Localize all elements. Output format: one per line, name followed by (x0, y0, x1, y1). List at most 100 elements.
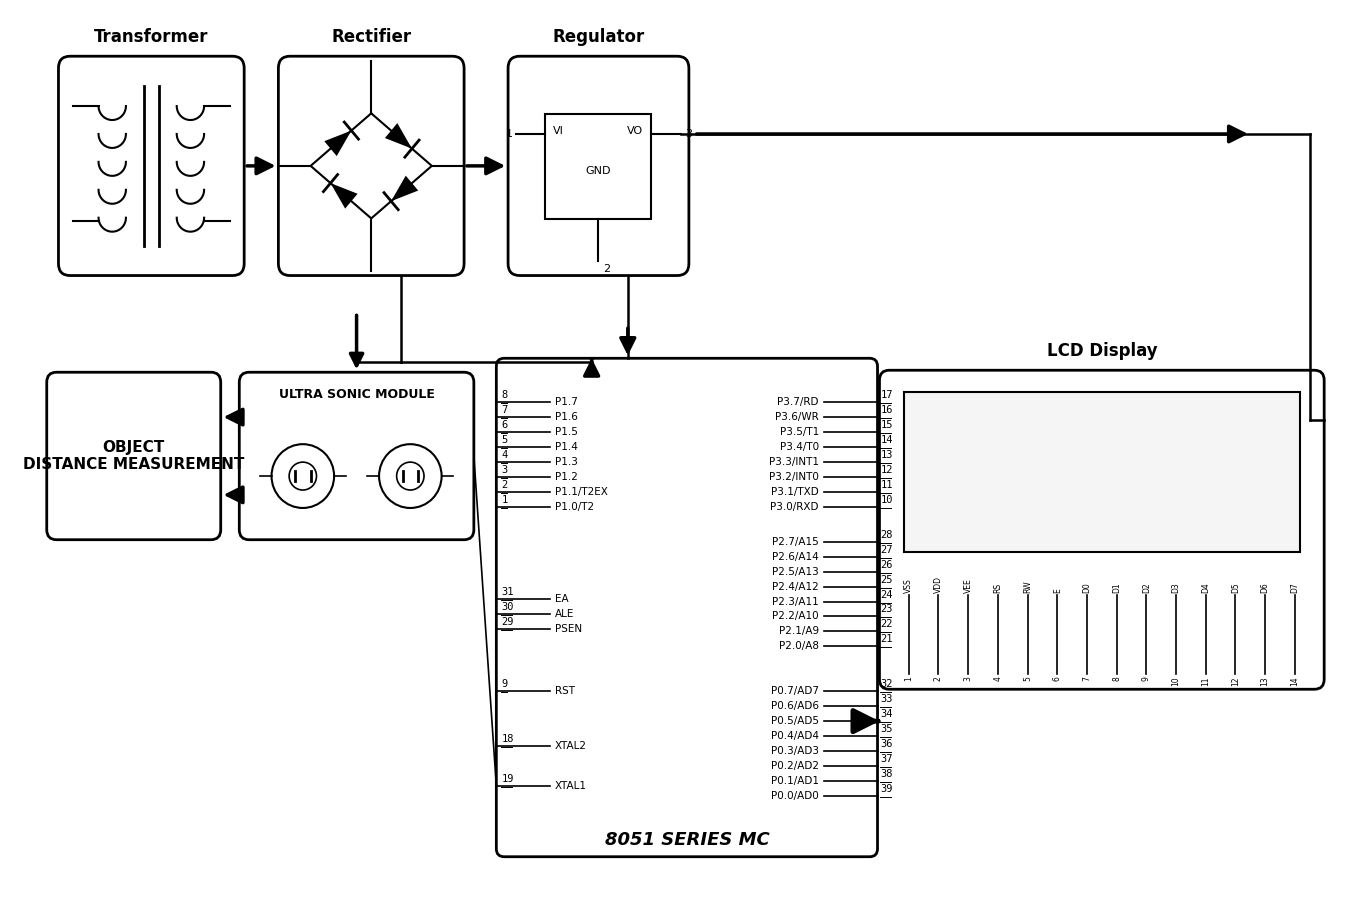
Text: P3.4/T0: P3.4/T0 (780, 442, 819, 452)
Text: P2.4/A12: P2.4/A12 (772, 581, 819, 591)
Text: 14: 14 (880, 435, 892, 445)
Text: P2.5/A13: P2.5/A13 (772, 567, 819, 577)
Text: 12: 12 (880, 465, 892, 475)
Text: 4: 4 (994, 676, 1003, 681)
Text: P2.2/A10: P2.2/A10 (772, 612, 819, 622)
Text: D6: D6 (1261, 582, 1269, 593)
Text: Regulator: Regulator (552, 28, 644, 47)
Text: 3: 3 (684, 129, 693, 139)
Text: P0.6/AD6: P0.6/AD6 (771, 701, 819, 711)
Text: P0.3/AD3: P0.3/AD3 (771, 746, 819, 756)
Text: XTAL1: XTAL1 (555, 781, 587, 791)
Text: P3.5/T1: P3.5/T1 (779, 427, 819, 437)
Text: P0.7/AD7: P0.7/AD7 (771, 686, 819, 696)
Text: 35: 35 (880, 724, 892, 734)
Text: 26: 26 (880, 560, 892, 570)
Text: E: E (1053, 588, 1062, 593)
Text: 11: 11 (1202, 676, 1210, 686)
Text: P1.5: P1.5 (555, 427, 578, 437)
Text: 12: 12 (1231, 676, 1239, 686)
Text: P3.6/WR: P3.6/WR (775, 412, 819, 422)
Text: 1: 1 (904, 676, 914, 681)
Text: PSEN: PSEN (555, 624, 582, 634)
Text: 32: 32 (880, 679, 892, 689)
Text: 6: 6 (501, 420, 508, 430)
Text: P1.1/T2EX: P1.1/T2EX (555, 487, 608, 497)
Text: P2.1/A9: P2.1/A9 (779, 626, 819, 637)
Text: 3: 3 (501, 465, 508, 475)
Text: 17: 17 (880, 390, 892, 400)
Text: P1.3: P1.3 (555, 457, 578, 467)
Text: VEE: VEE (964, 578, 973, 593)
Text: P3.3/INT1: P3.3/INT1 (769, 457, 819, 467)
Text: 27: 27 (880, 544, 892, 554)
Text: P2.7/A15: P2.7/A15 (772, 536, 819, 546)
Text: 28: 28 (880, 530, 892, 540)
Text: P0.2/AD2: P0.2/AD2 (771, 761, 819, 771)
Text: 2: 2 (603, 264, 610, 274)
Text: P3.1/TXD: P3.1/TXD (771, 487, 819, 497)
Polygon shape (324, 131, 351, 156)
Text: 8: 8 (501, 390, 508, 400)
Text: P1.4: P1.4 (555, 442, 578, 452)
Text: 16: 16 (880, 405, 892, 415)
Text: 9: 9 (501, 679, 508, 689)
Text: 21: 21 (880, 634, 892, 644)
Polygon shape (331, 183, 358, 209)
Text: ALE: ALE (555, 609, 574, 619)
Text: EA: EA (555, 594, 568, 604)
Text: 10: 10 (880, 495, 892, 505)
Text: D3: D3 (1172, 582, 1180, 593)
Text: 22: 22 (880, 620, 892, 630)
Text: P1.2: P1.2 (555, 472, 578, 482)
Text: 33: 33 (880, 694, 892, 704)
Text: 7: 7 (501, 405, 508, 415)
Text: Rectifier: Rectifier (331, 28, 412, 47)
Text: 30: 30 (501, 602, 514, 612)
Text: P2.3/A11: P2.3/A11 (772, 597, 819, 606)
Text: VO: VO (626, 126, 643, 136)
FancyBboxPatch shape (58, 57, 244, 275)
Text: D2: D2 (1142, 582, 1150, 593)
Text: P3.0/RXD: P3.0/RXD (771, 501, 819, 512)
Text: 24: 24 (880, 589, 892, 599)
Text: 8051 SERIES MC: 8051 SERIES MC (605, 831, 770, 849)
Text: 36: 36 (880, 739, 892, 749)
Text: P0.1/AD1: P0.1/AD1 (771, 776, 819, 786)
Text: RS: RS (994, 582, 1003, 593)
Text: 18: 18 (501, 734, 514, 745)
Text: VDD: VDD (934, 576, 944, 593)
Text: 9: 9 (1142, 676, 1150, 681)
Text: Transformer: Transformer (95, 28, 208, 47)
Text: 4: 4 (501, 450, 508, 460)
Text: P1.7: P1.7 (555, 397, 578, 407)
Text: 15: 15 (880, 420, 892, 430)
Text: P3.7/RD: P3.7/RD (778, 397, 819, 407)
Text: ULTRA SONIC MODULE: ULTRA SONIC MODULE (278, 388, 435, 401)
Text: 10: 10 (1172, 676, 1180, 686)
Text: 11: 11 (880, 480, 892, 490)
Text: P2.6/A14: P2.6/A14 (772, 552, 819, 562)
Text: 34: 34 (880, 710, 892, 719)
FancyBboxPatch shape (47, 372, 220, 540)
Text: 31: 31 (501, 587, 514, 597)
Text: P2.0/A8: P2.0/A8 (779, 641, 819, 651)
Text: 6: 6 (1053, 676, 1062, 681)
Text: 13: 13 (880, 450, 892, 460)
Text: OBJECT
DISTANCE MEASUREMENT: OBJECT DISTANCE MEASUREMENT (23, 440, 244, 472)
Text: XTAL2: XTAL2 (555, 741, 587, 751)
Text: 23: 23 (880, 605, 892, 614)
Polygon shape (385, 123, 412, 149)
Text: D1: D1 (1112, 582, 1120, 593)
Text: D4: D4 (1202, 582, 1210, 593)
Bar (904, 392, 1300, 552)
Text: LCD Display: LCD Display (1046, 343, 1157, 361)
Text: 2: 2 (501, 480, 508, 490)
Text: 1: 1 (506, 129, 513, 139)
Text: RST: RST (555, 686, 575, 696)
FancyBboxPatch shape (497, 358, 878, 857)
Text: 39: 39 (880, 784, 892, 794)
Bar (545, 114, 651, 219)
Text: 3: 3 (964, 676, 973, 681)
FancyBboxPatch shape (239, 372, 474, 540)
